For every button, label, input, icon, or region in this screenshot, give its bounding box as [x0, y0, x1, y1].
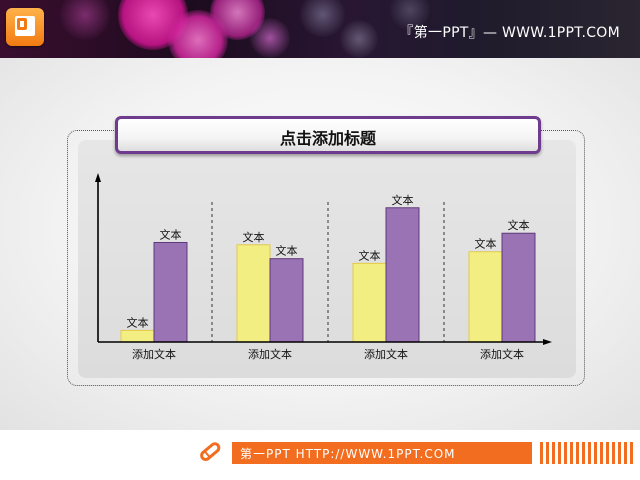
header-banner: 『第一PPT』— WWW.1PPT.COM [0, 0, 640, 58]
slide-title[interactable]: 点击添加标题 [279, 129, 376, 148]
bar-series2-4 [501, 232, 536, 343]
title-bar[interactable]: 点击添加标题 [115, 116, 541, 154]
footer-stripe [600, 442, 603, 464]
bokeh-light [300, 0, 345, 37]
header-text: 『第一PPT』— WWW.1PPT.COM [399, 25, 620, 41]
bokeh-light [340, 20, 378, 58]
group-separators [211, 202, 445, 342]
bar-series2-2 [269, 258, 304, 343]
footer-text[interactable]: 第一PPT HTTP://WWW.1PPT.COM [240, 447, 456, 461]
bar-data-label: 文本 [243, 230, 265, 244]
footer-stripe [582, 442, 585, 464]
bokeh-light [250, 18, 290, 58]
bar-data-label: 文本 [508, 218, 530, 232]
category-label: 添加文本 [248, 347, 292, 361]
pencil-icon [200, 442, 221, 461]
footer-stripes [540, 442, 640, 464]
footer-stripe [588, 442, 591, 464]
footer-stripe [618, 442, 621, 464]
bar-series2-3 [385, 207, 420, 343]
footer-stripe [606, 442, 609, 464]
bar-data-label: 文本 [127, 315, 149, 329]
category-labels: 添加文本 添加文本 添加文本 添加文本 [132, 347, 524, 361]
footer-stripe [624, 442, 627, 464]
footer-stripe [540, 442, 543, 464]
bar-series1-1 [120, 329, 155, 343]
bar-data-label: 文本 [160, 227, 182, 241]
bar-data-label: 文本 [392, 193, 414, 207]
bar-series1-2 [236, 244, 271, 343]
y-axis-arrow [95, 173, 101, 182]
bokeh-light [60, 0, 110, 40]
footer-stripe [546, 442, 549, 464]
footer-stripe [630, 442, 633, 464]
footer-stripe [594, 442, 597, 464]
bar-series1-4 [468, 251, 503, 343]
footer-bar: 第一PPT HTTP://WWW.1PPT.COM [232, 442, 532, 464]
category-label: 添加文本 [480, 347, 524, 361]
bar-data-label: 文本 [276, 244, 298, 258]
footer-stripe [552, 442, 555, 464]
bar-series1-3 [352, 262, 387, 343]
footer-stripe [558, 442, 561, 464]
bar-series2-1 [153, 241, 188, 343]
powerpoint-logo-icon [6, 8, 44, 46]
footer-stripe [612, 442, 615, 464]
chart-bars [120, 207, 536, 343]
footer-stripe [570, 442, 573, 464]
bar-data-label: 文本 [359, 248, 381, 262]
bar-data-label: 文本 [475, 237, 497, 251]
footer-stripe [564, 442, 567, 464]
footer-stripe [576, 442, 579, 464]
category-label: 添加文本 [132, 347, 176, 361]
category-label: 添加文本 [364, 347, 408, 361]
x-axis-arrow [543, 339, 552, 345]
